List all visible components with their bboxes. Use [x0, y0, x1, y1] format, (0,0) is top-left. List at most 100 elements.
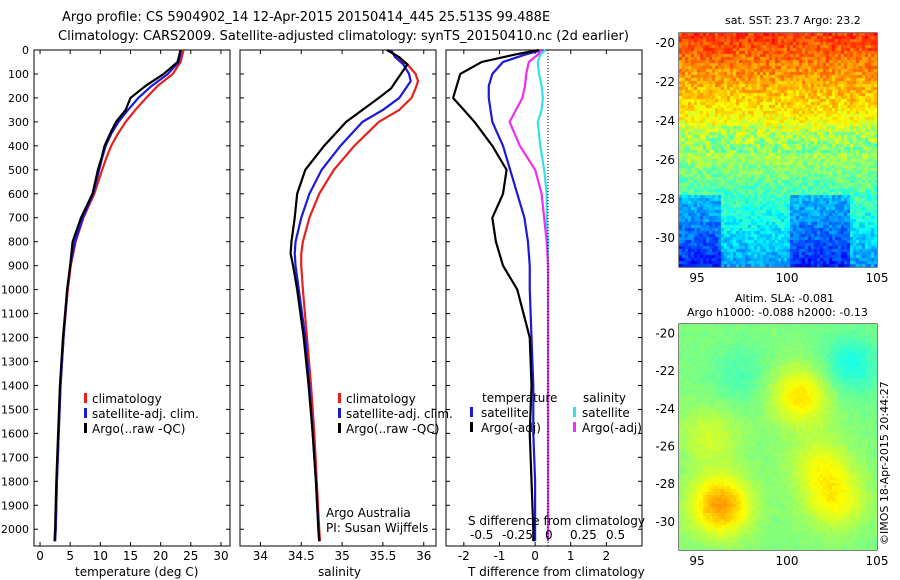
s-tick: 0.5 [606, 528, 626, 542]
legend-label: satellite-adj. clim. [92, 407, 199, 421]
depth-tick-label: 1400 [1, 379, 29, 392]
legend-label: satellite-adj. clim. [346, 407, 453, 421]
legend-swatch [470, 407, 473, 417]
x-tick-label: 0 [36, 549, 44, 563]
salinity-legend-title: salinity [583, 391, 627, 405]
legend-item-sal-satellite: satellite [573, 406, 642, 421]
depth-axis: 0 100 200 300 400 500 600 700 800 900 1000 1100 1200… [1, 44, 38, 536]
salinity-xlabel: salinity [318, 565, 362, 579]
legend-label: satellite [481, 406, 529, 420]
legend-swatch [84, 393, 87, 403]
legend-swatch [84, 423, 87, 433]
legend-item-climatology: climatology [338, 392, 453, 407]
map-y-tick-label: -20 [655, 36, 675, 50]
x-tick-label: 1 [567, 549, 575, 563]
s-tick: 0 [545, 528, 553, 542]
sla-heatmap [679, 324, 877, 550]
diff-xlabel: T difference from climatology [468, 565, 645, 579]
temperature-legend: climatology satellite-adj. clim. Argo(..… [84, 392, 199, 437]
argo-australia-note: Argo Australia [326, 506, 411, 520]
sla-map-subtitle: Argo h1000: -0.088 h2000: -0.13 [687, 306, 868, 319]
sst-map-title: sat. SST: 23.7 Argo: 23.2 [725, 14, 861, 27]
legend-item-satellite: satellite-adj. clim. [338, 407, 453, 422]
legend-label: Argo(..raw -QC) [92, 422, 186, 436]
legend-swatch [338, 393, 341, 403]
map-x-tick-label: 100 [776, 271, 799, 285]
depth-tick-label: 700 [8, 212, 29, 225]
legend-item-temp-argo: Argo(-adj) [470, 421, 541, 436]
legend-label: climatology [92, 392, 162, 406]
x-tick-label: 34 [253, 549, 268, 563]
legend-swatch [84, 408, 87, 418]
x-tick-label: 5 [66, 549, 74, 563]
x-tick-label: 0 [531, 549, 539, 563]
legend-item-argo: Argo(..raw -QC) [338, 422, 453, 437]
profile-title: Argo profile: CS 5904902_14 12-Apr-2015 … [62, 10, 551, 25]
temperature-panel-frame [33, 49, 231, 547]
x-tick-label: -1 [493, 549, 505, 563]
legend-item-sal-argo: Argo(-adj) [573, 421, 642, 436]
series-line [54, 49, 185, 542]
legend-swatch [338, 408, 341, 418]
x-tick-label: 25 [183, 549, 198, 563]
salinity-plot: 34 34.5 35 35.5 36 [240, 49, 436, 563]
temperature-xlabel: temperature (deg C) [75, 565, 199, 579]
depth-tick-label: 800 [8, 236, 29, 249]
legend-swatch [573, 422, 576, 432]
climatology-title: Climatology: CARS2009. Satellite-adjuste… [58, 29, 629, 44]
depth-tick-label: 100 [8, 68, 29, 81]
map-y-tick-label: -28 [655, 477, 675, 491]
map-y-tick-label: -22 [655, 364, 675, 378]
map-x-tick-label: 105 [866, 554, 889, 568]
sla-map-title: Altim. SLA: -0.081 [735, 292, 835, 305]
series-line [293, 49, 412, 542]
depth-tick-label: 0 [22, 44, 29, 57]
x-tick-label: -2 [458, 549, 470, 563]
depth-tick-label: 1800 [1, 475, 29, 488]
legend-label: Argo(..raw -QC) [346, 422, 440, 436]
sst-heatmap [679, 33, 877, 267]
series-line [508, 49, 550, 542]
s-tick: 0.25 [570, 528, 597, 542]
legend-swatch [338, 423, 341, 433]
legend-label: satellite [582, 406, 630, 420]
legend-item-temp-satellite: satellite [470, 406, 541, 421]
legend-item-argo: Argo(..raw -QC) [84, 422, 199, 437]
depth-tick-label: 200 [8, 92, 29, 105]
legend-swatch [573, 407, 576, 417]
series-line [487, 48, 543, 542]
salinity-panel-frame [239, 49, 437, 547]
series-line [53, 49, 182, 542]
map-x-tick-label: 105 [866, 271, 889, 285]
map-y-tick-label: -24 [655, 114, 675, 128]
salinity-legend: climatology satellite-adj. clim. Argo(..… [338, 392, 453, 437]
series-line [536, 49, 550, 542]
map-x-tick-label: 100 [776, 554, 799, 568]
legend-swatch [470, 422, 473, 432]
series-line [451, 48, 539, 542]
depth-tick-label: 2000 [1, 523, 29, 536]
diff-salinity-legend: satellite Argo(-adj) [573, 406, 642, 436]
diff-temperature-legend: satellite Argo(-adj) [470, 406, 541, 436]
map-y-tick-label: -28 [655, 192, 675, 206]
depth-tick-label: 1700 [1, 451, 29, 464]
x-tick-label: 10 [93, 549, 108, 563]
depth-tick-label: 1100 [1, 308, 29, 321]
temperature-plot: 0 5 10 15 20 25 30 [36, 49, 230, 563]
legend-label: Argo(-adj) [582, 421, 642, 435]
depth-tick-label: 400 [8, 140, 29, 153]
depth-tick-label: 900 [8, 260, 29, 273]
map-y-tick-label: -24 [655, 402, 675, 416]
imos-credit: ©IMOS 18-Apr-2015 20:44:27 [878, 381, 891, 545]
x-tick-label: 20 [153, 549, 168, 563]
map-y-tick-label: -26 [655, 439, 675, 453]
depth-tick-label: 1300 [1, 355, 29, 368]
s-tick: -0.5 [470, 528, 494, 542]
legend-item-satellite: satellite-adj. clim. [84, 407, 199, 422]
pi-note: PI: Susan Wijffels [326, 521, 429, 535]
x-tick-label: 36 [416, 549, 431, 563]
depth-tick-label: 1000 [1, 284, 29, 297]
depth-tick-label: 1600 [1, 427, 29, 440]
x-tick-label: 35.5 [370, 549, 397, 563]
difference-plot: -2 -1 0 1 2 [446, 48, 642, 563]
